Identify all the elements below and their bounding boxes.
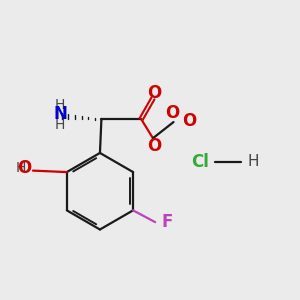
Text: H: H (55, 118, 65, 132)
Text: O: O (165, 104, 179, 122)
Text: Cl: Cl (191, 153, 209, 171)
Text: O: O (147, 136, 161, 154)
Text: O: O (182, 112, 197, 130)
Text: F: F (161, 213, 172, 231)
Text: N: N (53, 105, 67, 123)
Text: O: O (147, 84, 161, 102)
Text: H: H (15, 161, 26, 175)
Text: O: O (17, 159, 32, 177)
Text: H: H (55, 98, 65, 112)
Text: H: H (247, 154, 259, 169)
